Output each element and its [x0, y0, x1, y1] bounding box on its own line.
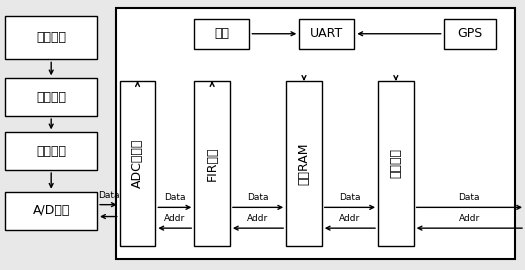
Bar — [5, 78, 97, 116]
Text: Addr: Addr — [459, 214, 480, 223]
Bar — [286, 81, 322, 246]
Text: 双口RAM: 双口RAM — [298, 142, 310, 185]
Text: Data: Data — [98, 191, 119, 200]
Text: 时钟: 时钟 — [214, 27, 229, 40]
Text: 模拟信号: 模拟信号 — [36, 31, 66, 44]
Text: Addr: Addr — [247, 214, 269, 223]
Text: Data: Data — [459, 193, 480, 202]
Bar — [120, 81, 155, 246]
Text: GPS: GPS — [457, 27, 482, 40]
Text: ADC控制器: ADC控制器 — [131, 139, 144, 188]
Text: Addr: Addr — [164, 214, 185, 223]
Text: A/D转换: A/D转换 — [33, 204, 70, 217]
Bar — [299, 19, 354, 49]
Text: 低通滤波: 低通滤波 — [36, 145, 66, 158]
Text: UART: UART — [310, 27, 343, 40]
Text: Data: Data — [339, 193, 361, 202]
Text: Data: Data — [164, 193, 185, 202]
Bar — [444, 19, 496, 49]
Bar — [378, 81, 414, 246]
Bar — [5, 16, 97, 59]
Text: Data: Data — [247, 193, 269, 202]
Bar — [194, 19, 249, 49]
Bar — [5, 132, 97, 170]
Bar — [194, 81, 230, 246]
Text: 接口电路: 接口电路 — [390, 148, 402, 178]
Bar — [116, 8, 514, 259]
Text: FIR滤波: FIR滤波 — [206, 146, 218, 181]
Text: Addr: Addr — [339, 214, 361, 223]
Text: 减法电路: 减法电路 — [36, 91, 66, 104]
Bar — [5, 192, 97, 230]
